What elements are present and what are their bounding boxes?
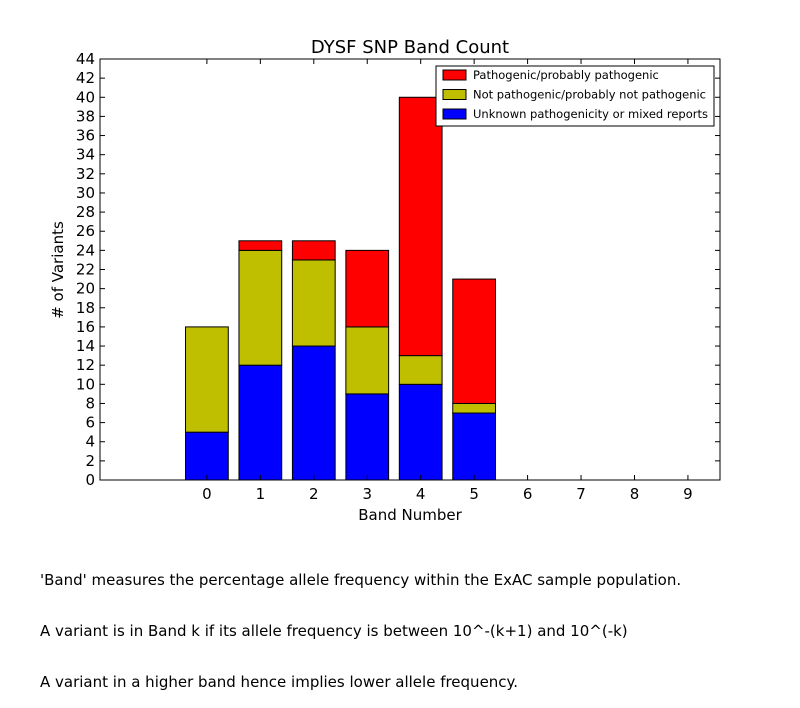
y-tick-label: 26 [76, 222, 95, 240]
y-tick-label: 32 [76, 165, 95, 183]
y-axis-label: # of Variants [49, 221, 67, 319]
y-tick-label: 42 [76, 69, 95, 87]
x-tick-label: 6 [523, 485, 533, 503]
y-tick-label: 20 [76, 280, 95, 298]
bar-5-unknown-pathogenicity-or-mixed-reports [452, 412, 497, 481]
y-tick-label: 40 [76, 88, 95, 106]
legend-box [435, 65, 715, 127]
y-tick-label: 22 [76, 261, 95, 279]
bar-4-not-pathogenic-probably-not-pathogenic [398, 355, 443, 385]
bar-3-not-pathogenic-probably-not-pathogenic [345, 326, 390, 395]
y-tick-label: 30 [76, 184, 95, 202]
y-tick-label: 18 [76, 299, 95, 317]
bar-1-pathogenic-probably-pathogenic [238, 240, 283, 251]
bar-0-unknown-pathogenicity-or-mixed-reports [185, 431, 229, 481]
x-tick-label: 4 [416, 485, 426, 503]
bar-2-unknown-pathogenicity-or-mixed-reports [291, 345, 336, 481]
bar-2-not-pathogenic-probably-not-pathogenic [291, 259, 336, 347]
caption-line: A variant is in Band k if its allele fre… [40, 622, 628, 640]
legend-entry-label: Not pathogenic/probably not pathogenic [473, 88, 706, 102]
bar-3-pathogenic-probably-pathogenic [345, 249, 390, 328]
x-tick-label: 1 [256, 485, 266, 503]
bar-4-pathogenic-probably-pathogenic [398, 96, 443, 357]
bar-1-not-pathogenic-probably-not-pathogenic [238, 249, 283, 366]
legend-swatch [442, 108, 467, 120]
y-tick-label: 4 [85, 433, 95, 451]
y-tick-label: 2 [85, 452, 95, 470]
chart-caption: 'Band' measures the percentage allele fr… [40, 538, 681, 708]
bar-1-unknown-pathogenicity-or-mixed-reports [238, 364, 283, 481]
y-tick-label: 12 [76, 356, 95, 374]
x-tick-label: 3 [362, 485, 372, 503]
x-tick-label: 9 [683, 485, 693, 503]
x-tick-label: 5 [469, 485, 479, 503]
legend-entry-label: Unknown pathogenicity or mixed reports [473, 107, 708, 121]
legend-swatch [442, 89, 467, 100]
bars-layer [185, 96, 497, 481]
chart-title: DYSF SNP Band Count [311, 37, 509, 58]
y-tick-label: 24 [76, 241, 95, 259]
x-tick-label: 7 [576, 485, 586, 503]
y-tick-label: 44 [76, 50, 95, 68]
caption-line: 'Band' measures the percentage allele fr… [40, 571, 682, 589]
y-tick-label: 28 [76, 203, 95, 221]
y-tick-label: 6 [85, 414, 95, 432]
x-axis-label: Band Number [358, 506, 462, 524]
y-tick-label: 10 [76, 375, 95, 393]
x-tick-label: 2 [309, 485, 319, 503]
x-tick-label: 8 [630, 485, 640, 503]
x-tick-label: 0 [202, 485, 212, 503]
bar-5-not-pathogenic-probably-not-pathogenic [452, 402, 497, 414]
y-tick-label: 0 [85, 471, 95, 489]
bar-2-pathogenic-probably-pathogenic [291, 240, 336, 261]
legend-swatch [442, 69, 467, 81]
y-tick-label: 34 [76, 146, 95, 164]
y-tick-label: 38 [76, 107, 95, 125]
y-tick-label: 16 [76, 318, 95, 336]
bar-0-not-pathogenic-probably-not-pathogenic [185, 326, 229, 433]
bar-4-unknown-pathogenicity-or-mixed-reports [398, 383, 443, 481]
bar-3-unknown-pathogenicity-or-mixed-reports [345, 393, 390, 481]
bar-5-pathogenic-probably-pathogenic [452, 278, 497, 404]
legend: Pathogenic/probably pathogenic Not pathog… [435, 65, 715, 127]
legend-entry-label: Pathogenic/probably pathogenic [473, 68, 659, 82]
y-tick-label: 36 [76, 127, 95, 145]
y-tick-label: 8 [85, 394, 95, 412]
band-count-chart: 0246810121416182022242628303234363840424… [49, 37, 721, 524]
axes-layer: 0246810121416182022242628303234363840424… [76, 50, 721, 503]
caption-line: A variant in a higher band hence implies… [40, 673, 519, 691]
y-tick-label: 14 [76, 337, 95, 355]
